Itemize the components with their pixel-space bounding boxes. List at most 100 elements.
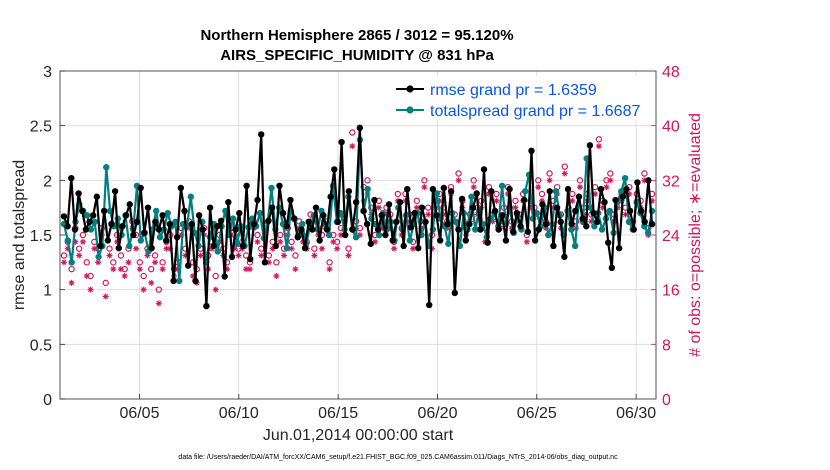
- obs-evaluated-marker: [455, 177, 462, 184]
- legend-rmse-label: rmse grand pr = 1.6359: [430, 82, 597, 99]
- rmse-point: [79, 207, 86, 215]
- obs-evaluated-marker: [235, 252, 242, 259]
- obs-possible-marker: [60, 252, 68, 259]
- obs-evaluated-marker: [95, 259, 102, 266]
- spread-point: [87, 226, 95, 233]
- obs-evaluated-marker: [258, 252, 265, 259]
- rmse-point: [564, 185, 572, 193]
- rmse-point: [404, 185, 411, 193]
- rmse-point: [389, 237, 396, 244]
- spread-point: [164, 209, 171, 217]
- rmse-point: [608, 264, 616, 271]
- rmse-point: [557, 218, 564, 226]
- spread-point: [472, 226, 479, 233]
- obs-evaluated-marker: [273, 273, 280, 279]
- rmse-point: [71, 226, 79, 233]
- spread-point: [468, 193, 475, 200]
- left-tick-label: 3: [43, 64, 52, 81]
- rmse-point: [513, 209, 521, 217]
- rmse-point: [477, 226, 484, 233]
- rmse-point: [422, 218, 429, 226]
- legend-box: [392, 76, 650, 120]
- rmse-point: [82, 226, 90, 233]
- rmse-point: [144, 204, 152, 211]
- spread-point: [126, 242, 133, 250]
- obs-evaluated-marker: [281, 252, 288, 259]
- rmse-point: [641, 218, 648, 226]
- obs-evaluated-marker: [375, 204, 382, 211]
- obs-evaluated-marker: [493, 197, 500, 204]
- obs-possible-marker: [110, 259, 117, 266]
- obs-possible-marker: [561, 163, 568, 170]
- rmse-point: [206, 204, 214, 211]
- rmse-point: [572, 207, 579, 215]
- spread-point: [283, 244, 291, 252]
- rmse-point: [440, 184, 448, 192]
- rmse-point: [345, 188, 353, 195]
- rmse-point: [411, 209, 418, 217]
- obs-possible-marker: [155, 286, 163, 293]
- obs-evaluated-marker: [91, 245, 98, 252]
- rmse-point: [561, 253, 568, 261]
- chart-title-line1: Northern Hemisphere 2865 / 3012 = 95.120…: [200, 27, 513, 44]
- obs-evaluated-marker: [334, 245, 341, 252]
- spread-point: [268, 184, 275, 192]
- rmse-point: [119, 223, 126, 230]
- rmse-point: [217, 217, 225, 224]
- obs-evaluated-marker: [288, 245, 295, 252]
- rmse-point: [232, 226, 239, 233]
- obs-evaluated-marker: [148, 279, 155, 286]
- rmse-point: [320, 212, 327, 219]
- obs-possible-marker: [641, 170, 648, 177]
- rmse-point: [250, 220, 258, 228]
- rmse-point: [378, 212, 385, 219]
- rmse-point: [363, 220, 371, 228]
- rmse-point: [371, 196, 378, 204]
- obs-possible-marker: [569, 190, 576, 198]
- rmse-point: [400, 242, 407, 250]
- x-tick-label: 06/15: [318, 405, 358, 422]
- rmse-point: [575, 193, 583, 200]
- right-tick-label: 32: [662, 173, 680, 190]
- rmse-point: [130, 231, 137, 239]
- rmse-point: [517, 223, 524, 230]
- rmse-point: [239, 242, 247, 250]
- obs-evaluated-marker: [140, 286, 147, 293]
- rmse-point: [214, 223, 221, 230]
- rmse-series: [60, 124, 656, 310]
- rmse-point: [407, 224, 415, 231]
- rmse-point: [520, 196, 528, 204]
- obs-possible-marker: [493, 190, 500, 198]
- rmse-point: [436, 237, 444, 244]
- obs-possible-marker: [455, 170, 462, 177]
- spread-point: [571, 242, 579, 250]
- rmse-point: [93, 193, 101, 200]
- rmse-point: [122, 212, 130, 219]
- x-tick-label: 06/20: [417, 405, 457, 422]
- x-axis-label: Jun.01,2014 00:00:00 start: [263, 427, 454, 444]
- spread-point: [445, 240, 452, 247]
- obs-evaluated-marker: [535, 184, 542, 191]
- obs-evaluated-marker: [246, 266, 253, 273]
- rmse-point: [352, 199, 360, 206]
- right-tick-label: 24: [662, 228, 680, 245]
- obs-evaluated-marker: [117, 266, 124, 273]
- obs-possible-marker: [68, 265, 75, 273]
- rmse-point: [298, 226, 305, 233]
- spread-point: [233, 240, 241, 247]
- rmse-point: [499, 212, 506, 219]
- obs-evaluated-marker: [102, 293, 109, 300]
- rmse-point: [192, 277, 199, 285]
- rmse-point: [327, 193, 334, 200]
- spread-point: [299, 220, 306, 228]
- obs-possible-marker: [364, 177, 371, 184]
- rmse-point: [367, 240, 374, 247]
- rmse-point: [108, 220, 115, 228]
- obs-evaluated-marker: [561, 170, 568, 177]
- rmse-point: [316, 237, 323, 244]
- obs-evaluated-marker: [330, 238, 337, 245]
- rmse-point: [188, 220, 196, 228]
- obs-possible-marker: [535, 177, 542, 184]
- obs-evaluated-marker: [277, 238, 284, 245]
- rmse-point: [586, 142, 594, 149]
